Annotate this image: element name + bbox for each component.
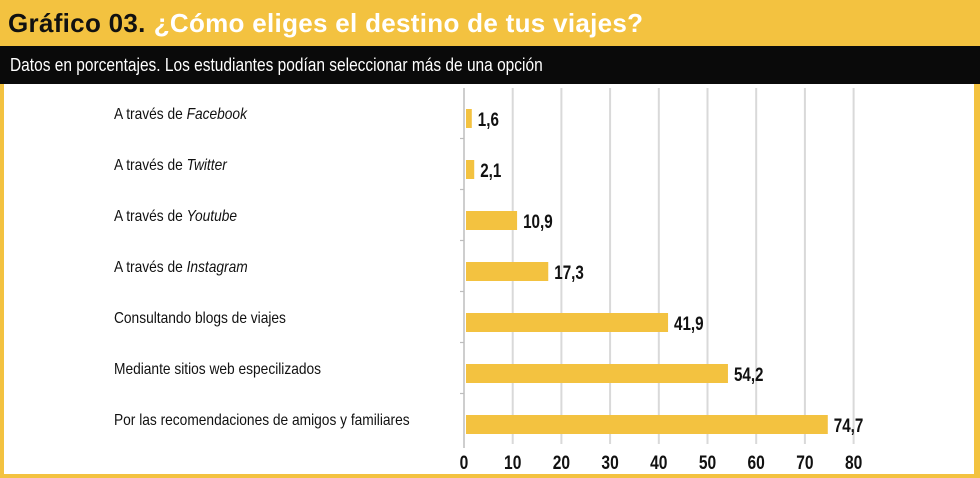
x-tick-label: 20 [553,452,570,474]
value-label: 74,7 [834,414,864,436]
subtitle-bar: Datos en porcentajes. Los estudiantes po… [0,46,980,84]
value-label: 41,9 [674,312,704,334]
chart-panel: A través de Facebook 1,6 A través de Twitt… [4,84,974,474]
x-tick-label: 50 [699,452,716,474]
bar-chart: A través de Facebook 1,6 A través de Twitt… [114,88,864,474]
category-label: Por las recomendaciones de amigos y fami… [114,411,410,429]
bar [466,364,728,383]
bar [466,262,549,281]
chart-number: Gráfico 03. [8,7,146,38]
value-label: 1,6 [478,108,499,130]
value-label: 54,2 [734,363,764,385]
title-bar: Gráfico 03. ¿Cómo eliges el destino de t… [0,0,980,46]
chart-title: ¿Cómo eliges el destino de tus viajes? [153,7,644,38]
bar [466,313,669,332]
x-tick-label: 80 [845,452,862,474]
x-tick-label: 60 [748,452,765,474]
category-label: Mediante sitios web especilizados [114,360,321,378]
x-tick-label: 30 [601,452,618,474]
value-label: 17,3 [554,261,584,283]
category-label: A través de Facebook [114,105,248,123]
x-tick-label: 0 [460,452,469,474]
chart-subtitle: Datos en porcentajes. Los estudiantes po… [10,54,543,75]
x-tick-label: 40 [650,452,667,474]
value-label: 10,9 [523,210,553,232]
x-tick-label: 10 [504,452,521,474]
value-label: 2,1 [480,159,501,181]
category-label: Consultando blogs de viajes [114,309,286,327]
category-label: A través de Twitter [114,156,228,174]
bar [466,109,472,128]
bar [466,160,475,179]
category-label: A través de Youtube [114,207,237,225]
x-tick-label: 70 [796,452,813,474]
bar [466,415,828,434]
bar [466,211,518,230]
category-label: A través de Instagram [114,258,248,276]
